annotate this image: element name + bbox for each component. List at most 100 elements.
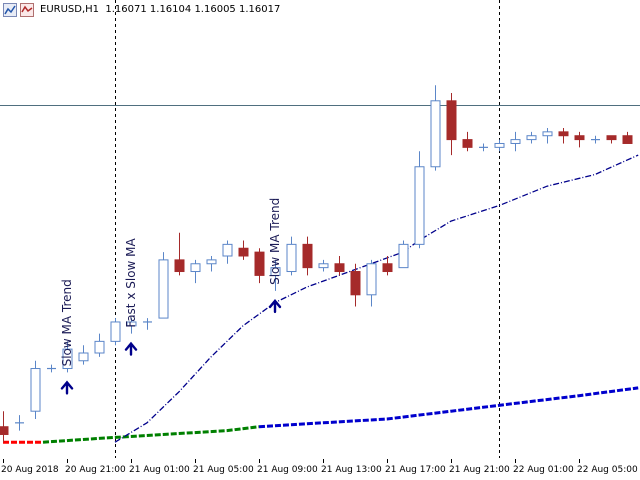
candle — [126, 318, 137, 334]
candle — [15, 415, 24, 431]
signal-label: Fast x Slow MA — [124, 237, 138, 327]
indicator-icon — [20, 3, 34, 17]
candle-body — [302, 243, 313, 269]
candle — [94, 333, 105, 357]
candle-body — [334, 263, 345, 273]
candle — [366, 259, 377, 307]
x-axis-label: 21 Aug 21:00 — [449, 465, 510, 475]
candle-body — [366, 263, 377, 296]
candle — [174, 232, 185, 276]
signal-annotation: Fast x Slow MA — [124, 237, 138, 356]
up-arrow-icon — [268, 299, 282, 314]
candle-body — [270, 267, 281, 276]
slow-ma-line-neutral — [258, 386, 639, 429]
signal-label: Slow MA Trend — [268, 198, 282, 285]
candle-body — [350, 271, 361, 296]
x-axis-label: 20 Aug 21:00 — [65, 465, 126, 475]
candle-body — [510, 139, 521, 144]
candle-body — [574, 135, 585, 141]
candle — [494, 139, 505, 152]
candle — [382, 256, 393, 276]
signal-annotation: Slow MA Trend — [60, 279, 74, 395]
signal-annotation: Slow MA Trend — [268, 198, 282, 314]
candle-body — [558, 131, 569, 137]
candle — [286, 236, 297, 276]
candle — [0, 411, 9, 443]
candle-body — [414, 166, 425, 245]
x-axis-label: 22 Aug 01:00 — [513, 465, 574, 475]
candle — [206, 256, 217, 272]
x-axis-label: 22 Aug 05:00 — [577, 465, 638, 475]
candle — [238, 240, 249, 260]
candle — [254, 248, 265, 284]
candle — [158, 252, 169, 319]
candle-body — [0, 426, 9, 435]
candle — [510, 131, 521, 152]
candle — [542, 127, 553, 144]
x-axis-label: 21 Aug 01:00 — [129, 465, 190, 475]
candle-body — [542, 131, 553, 137]
candle-body — [286, 243, 297, 273]
candle-body — [62, 348, 73, 370]
chart-title: EURUSD,H1 1.16071 1.16104 1.16005 1.1601… — [40, 4, 280, 15]
candle — [30, 360, 41, 419]
candle — [143, 318, 152, 330]
candle-body — [158, 259, 169, 319]
candle — [526, 131, 537, 144]
symbol-icon — [3, 3, 17, 17]
candle-body — [110, 321, 121, 342]
candle-body — [30, 368, 41, 412]
candle — [110, 318, 121, 346]
candle-body — [398, 243, 409, 269]
candle — [78, 345, 89, 365]
candle — [606, 135, 617, 144]
candle — [302, 236, 313, 276]
candle — [558, 127, 569, 144]
candle — [446, 93, 457, 156]
candle — [270, 259, 281, 291]
candle — [430, 85, 441, 171]
candle — [462, 131, 473, 152]
candle-body — [382, 263, 393, 273]
candle — [479, 143, 488, 152]
candle-body — [126, 321, 137, 327]
candle-body — [94, 340, 105, 354]
candle-body — [462, 139, 473, 148]
candle-body — [318, 263, 329, 269]
x-axis-label: 20 Aug 2018 — [1, 465, 59, 475]
candle-body — [238, 247, 249, 257]
x-axis-label: 21 Aug 05:00 — [193, 465, 254, 475]
x-axis-label: 21 Aug 09:00 — [257, 465, 318, 475]
up-arrow-icon — [124, 341, 138, 356]
ohlc-values: 1.16071 1.16104 1.16005 1.16017 — [105, 4, 281, 15]
symbol-name: EURUSD,H1 — [40, 4, 100, 15]
x-axis-label: 21 Aug 17:00 — [385, 465, 446, 475]
candle-body — [446, 100, 457, 141]
candle — [222, 240, 233, 264]
candle — [414, 151, 425, 249]
candle-body — [606, 135, 617, 141]
candle — [350, 263, 361, 307]
candle — [334, 256, 345, 276]
candle-body — [430, 100, 441, 168]
candle-body — [622, 135, 633, 144]
candle — [47, 364, 56, 373]
candle — [190, 259, 201, 284]
candle — [622, 131, 633, 144]
candle-body — [526, 135, 537, 141]
candle-body — [190, 263, 201, 273]
x-axis-label: 21 Aug 13:00 — [321, 465, 382, 475]
slow-ma-line-bull — [42, 425, 260, 444]
candle-body — [254, 251, 265, 276]
candle — [62, 341, 73, 373]
candle-body — [494, 142, 505, 148]
candle — [318, 259, 329, 272]
candle-body — [174, 259, 185, 273]
fast-ma-line — [114, 154, 639, 443]
candle — [398, 240, 409, 269]
candle-body — [78, 352, 89, 362]
candle-body — [206, 259, 217, 265]
up-arrow-icon — [60, 380, 74, 395]
